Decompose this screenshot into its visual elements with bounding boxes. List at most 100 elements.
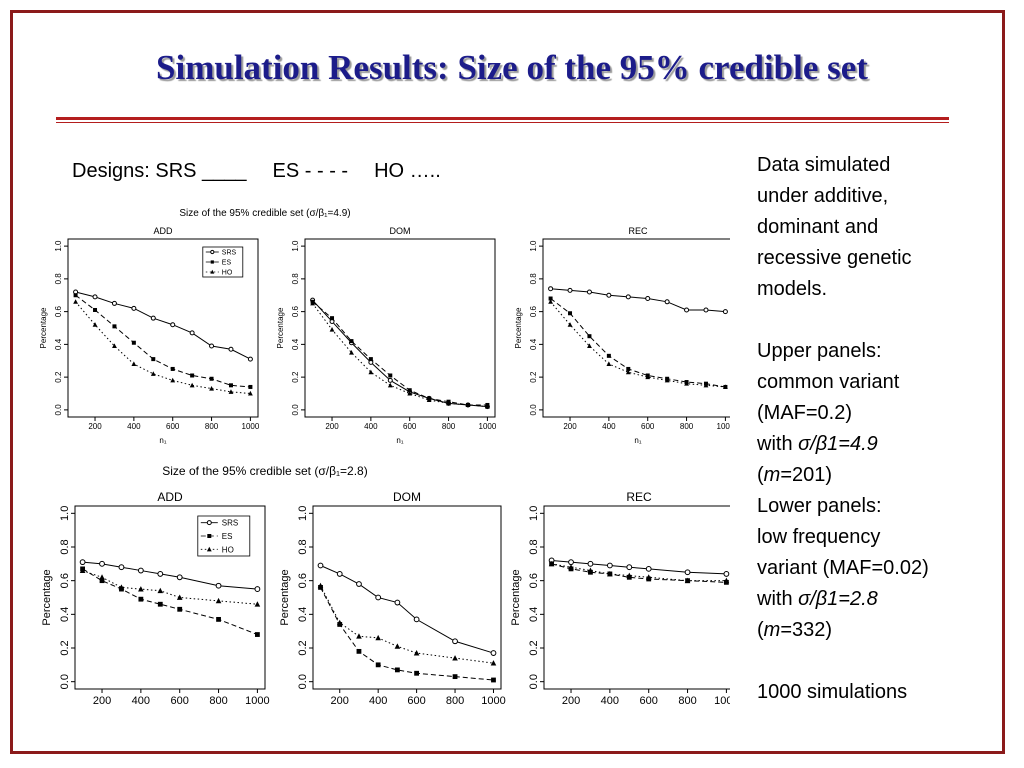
legend-label: HO [222, 270, 233, 277]
series-line-ho [550, 301, 726, 388]
legend-marker [207, 534, 212, 538]
point-ho [490, 660, 497, 666]
point-ho [567, 322, 573, 327]
y-tick-label: 0.6 [297, 573, 309, 588]
x-tick-label: 800 [680, 422, 694, 431]
point-ho [349, 349, 354, 355]
y-tick-label: 0.0 [528, 674, 540, 689]
point-ho [548, 299, 553, 304]
notes-line: (MAF=0.2) [757, 402, 853, 424]
series-line-srs [82, 561, 258, 590]
point-srs [157, 571, 164, 577]
point-es [368, 357, 373, 362]
y-axis-label: Percentage [279, 569, 291, 625]
y-tick-label: 0.4 [297, 607, 309, 622]
x-axis-label: n₁ [159, 436, 166, 445]
notes-m-value: =201) [780, 464, 833, 486]
point-ho [407, 390, 413, 396]
point-srs [111, 300, 117, 306]
y-tick-label: 0.4 [529, 338, 538, 350]
point-ho [684, 577, 691, 584]
legend-label: SRS [222, 519, 238, 528]
point-es [491, 677, 496, 683]
panel-title: DOM [393, 490, 421, 504]
notes-line: with σ/β1=4.9 [757, 429, 997, 460]
y-tick-label: 0.4 [291, 338, 300, 350]
x-tick-label: 600 [640, 695, 658, 707]
point-srs [375, 594, 382, 601]
point-srs [587, 560, 594, 567]
y-tick-label: 0.4 [528, 607, 540, 622]
point-es [228, 383, 233, 388]
x-tick-label: 800 [442, 422, 456, 431]
point-ho [413, 650, 420, 656]
point-es [375, 662, 381, 668]
y-tick-label: 0.8 [54, 273, 63, 285]
point-es [394, 667, 400, 673]
y-tick-label: 0.4 [54, 338, 63, 350]
point-ho [228, 389, 234, 394]
notes-line: Upper panels: [757, 340, 882, 362]
y-tick-label: 0.6 [528, 573, 540, 588]
point-ho [387, 382, 393, 388]
point-srs [684, 569, 691, 576]
point-es [452, 674, 458, 680]
series-line-srs [312, 299, 488, 408]
point-es [170, 366, 175, 371]
x-tick-label: 200 [93, 695, 111, 707]
point-ho [568, 564, 574, 570]
point-es [349, 339, 354, 344]
series-line-es [75, 294, 251, 388]
designs-srs: Designs: SRS ____ [72, 160, 247, 182]
x-tick-label: 400 [601, 695, 619, 707]
point-ho [625, 369, 631, 375]
point-srs [99, 560, 105, 567]
x-tick-label: 400 [369, 695, 387, 707]
chart-panel: Size of the 95% credible set (σ/β₁=2.8) A… [41, 464, 368, 715]
series-line-srs [551, 559, 727, 575]
point-es [73, 293, 78, 298]
notes-line: variant (MAF=0.02) [757, 557, 929, 579]
notes-line: Data simulated [757, 154, 891, 176]
series-line-es [320, 587, 494, 681]
x-tick-label: 200 [562, 695, 580, 707]
point-srs [79, 559, 86, 566]
x-tick-label: 1000 [717, 422, 730, 431]
point-srs [131, 305, 137, 311]
point-srs [170, 322, 176, 328]
title-rule-thin [56, 122, 949, 123]
notes-m: m [763, 464, 781, 486]
point-ho [131, 361, 137, 367]
designs-es: ES - - - - [272, 160, 349, 182]
notes-panel: Data simulated under additive, dominant … [757, 150, 997, 708]
point-srs [356, 581, 362, 587]
notes-line: (m=332) [757, 615, 997, 646]
point-ho [587, 343, 592, 349]
plot-frame [74, 505, 266, 690]
point-ho [446, 400, 451, 406]
x-axis-label: n₁ [165, 712, 175, 715]
point-srs [189, 330, 195, 336]
legend-marker [210, 249, 215, 255]
x-tick-label: 400 [132, 695, 150, 707]
x-tick-label: 200 [331, 695, 349, 707]
point-ho [336, 619, 343, 626]
point-srs [606, 292, 612, 298]
point-ho [645, 574, 652, 580]
point-ho [150, 371, 156, 376]
y-tick-label: 0.2 [59, 640, 71, 655]
point-ho [703, 382, 709, 388]
point-srs [394, 599, 401, 606]
notes-line: recessive genetic [757, 247, 912, 269]
point-ho [329, 327, 335, 332]
point-es [157, 601, 163, 607]
point-es [248, 384, 253, 389]
x-tick-label: 1000 [479, 422, 497, 431]
series-line-srs [550, 288, 726, 313]
point-es [330, 316, 335, 321]
point-es [414, 670, 420, 676]
notes-m: m [763, 619, 781, 641]
point-ho [587, 567, 594, 573]
panel-title: ADD [153, 226, 173, 236]
slide-frame [10, 10, 1005, 754]
